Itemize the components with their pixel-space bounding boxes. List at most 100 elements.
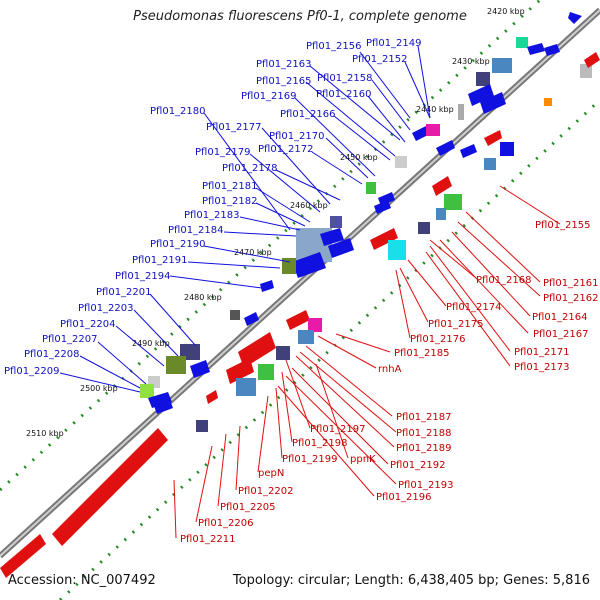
reverse-gene-block <box>258 364 274 380</box>
forward-gene <box>480 92 506 114</box>
kbp-label: 2460 kbp <box>290 201 328 210</box>
forward-gene-block <box>166 356 186 374</box>
reverse-gene <box>584 52 600 68</box>
kbp-label: 2420 kbp <box>487 7 525 16</box>
reverse-gene-label: pepN <box>258 468 284 479</box>
kbp-label: 2440 kbp <box>416 105 454 114</box>
forward-gene <box>260 280 274 292</box>
forward-gene <box>374 200 391 214</box>
reverse-gene-label: Pfl01_2187 <box>396 412 452 423</box>
kbp-label: 2490 kbp <box>132 339 170 348</box>
reverse-gene-label: Pfl01_2161 <box>543 278 599 289</box>
forward-gene-label: Pfl01_2170 <box>269 131 325 142</box>
forward-gene-block <box>140 384 154 398</box>
forward-gene-block <box>426 124 440 136</box>
reverse-gene-label: ppnK <box>350 454 376 465</box>
forward-genes <box>140 12 582 414</box>
reverse-gene-block <box>500 142 514 156</box>
reverse-gene <box>286 310 310 330</box>
reverse-gene-label: Pfl01_2202 <box>238 486 294 497</box>
reverse-gene-block <box>484 158 496 170</box>
forward-gene-label: Pfl01_2166 <box>280 109 336 120</box>
forward-gene <box>292 252 326 278</box>
reverse-gene-block <box>444 194 462 210</box>
forward-gene-label: Pfl01_2163 <box>256 59 312 70</box>
forward-gene <box>320 228 344 246</box>
forward-gene <box>527 43 545 55</box>
reverse-gene-label: Pfl01_2168 <box>476 275 532 286</box>
reverse-gene <box>206 390 218 404</box>
reverse-gene-label: Pfl01_2198 <box>292 438 348 449</box>
reverse-gene-label: Pfl01_2197 <box>310 424 366 435</box>
forward-gene <box>468 84 494 106</box>
forward-gene-label: Pfl01_2178 <box>222 163 278 174</box>
forward-gene-block <box>458 104 464 120</box>
forward-gene-label: Pfl01_2201 <box>96 287 152 298</box>
reverse-gene-label: Pfl01_2205 <box>220 502 276 513</box>
forward-gene-label: Pfl01_2181 <box>202 181 258 192</box>
forward-gene <box>460 144 477 158</box>
reverse-gene <box>0 534 46 578</box>
forward-gene-block <box>476 72 490 86</box>
reverse-gene-label: rnhA <box>378 364 402 375</box>
forward-gene-label: Pfl01_2208 <box>24 349 80 360</box>
reverse-gene <box>370 228 398 250</box>
forward-gene-label: Pfl01_2180 <box>150 106 206 117</box>
reverse-gene-block <box>544 98 552 106</box>
forward-gene-label: Pfl01_2182 <box>202 196 258 207</box>
kbp-label: 2510 kbp <box>26 429 64 438</box>
reverse-gene-block <box>196 420 208 432</box>
forward-gene-block <box>492 58 512 73</box>
forward-gene-block <box>230 310 240 320</box>
forward-gene-label: Pfl01_2183 <box>184 210 240 221</box>
reverse-gene-label: Pfl01_2167 <box>533 329 589 340</box>
forward-gene <box>412 126 430 141</box>
reverse-gene-block <box>236 378 256 396</box>
reverse-gene-label: Pfl01_2192 <box>390 460 446 471</box>
reverse-gene-label: Pfl01_2164 <box>532 312 588 323</box>
genome-summary-text: Topology: circular; Length: 6,438,405 bp… <box>232 573 590 588</box>
reverse-genes <box>0 52 600 578</box>
forward-gene-label: Pfl01_2177 <box>206 122 262 133</box>
forward-gene <box>568 12 582 24</box>
reverse-gene-label: Pfl01_2199 <box>282 454 338 465</box>
kbp-label: 2430 kbp <box>452 57 490 66</box>
forward-gene <box>148 392 172 408</box>
reverse-gene-block <box>298 330 314 344</box>
forward-gene-block <box>395 156 407 168</box>
forward-gene <box>154 400 173 414</box>
reverse-gene-label: Pfl01_2189 <box>396 443 452 454</box>
accession-text: Accession: NC_007492 <box>8 573 156 588</box>
kbp-label: 2500 kbp <box>80 384 118 393</box>
forward-gene-labels: Pfl01_2156 Pfl01_2149 Pfl01_2163 Pfl01_2… <box>4 38 422 377</box>
reverse-gene-label: Pfl01_2188 <box>396 428 452 439</box>
forward-gene-label: Pfl01_2190 <box>150 239 206 250</box>
forward-gene-block <box>366 182 376 194</box>
reverse-gene-label: Pfl01_2176 <box>410 334 466 345</box>
forward-gene-label: Pfl01_2160 <box>316 89 372 100</box>
forward-gene-label: Pfl01_2169 <box>241 91 297 102</box>
forward-gene-label: Pfl01_2209 <box>4 366 60 377</box>
forward-gene-label: Pfl01_2172 <box>258 144 314 155</box>
forward-leaders <box>59 45 431 393</box>
reverse-gene-label: Pfl01_2196 <box>376 492 432 503</box>
reverse-gene-block <box>580 64 592 78</box>
forward-gene <box>244 312 259 326</box>
reverse-gene-label: Pfl01_2175 <box>428 319 484 330</box>
forward-gene-label: Pfl01_2207 <box>42 334 98 345</box>
reverse-gene <box>52 428 168 546</box>
reverse-gene-label: Pfl01_2155 <box>535 220 591 231</box>
forward-gene <box>544 44 560 56</box>
forward-gene-block <box>330 216 342 228</box>
forward-gene <box>328 238 354 258</box>
reverse-gene-label: Pfl01_2162 <box>543 293 599 304</box>
kbp-marks: 2420 kbp 2430 kbp 2440 kbp 2450 kbp 2460… <box>26 7 525 438</box>
reverse-gene <box>432 176 452 196</box>
forward-gene-block <box>516 37 528 48</box>
forward-gene <box>190 360 210 378</box>
reverse-gene-block <box>418 222 430 234</box>
kbp-label: 2480 kbp <box>184 293 222 302</box>
